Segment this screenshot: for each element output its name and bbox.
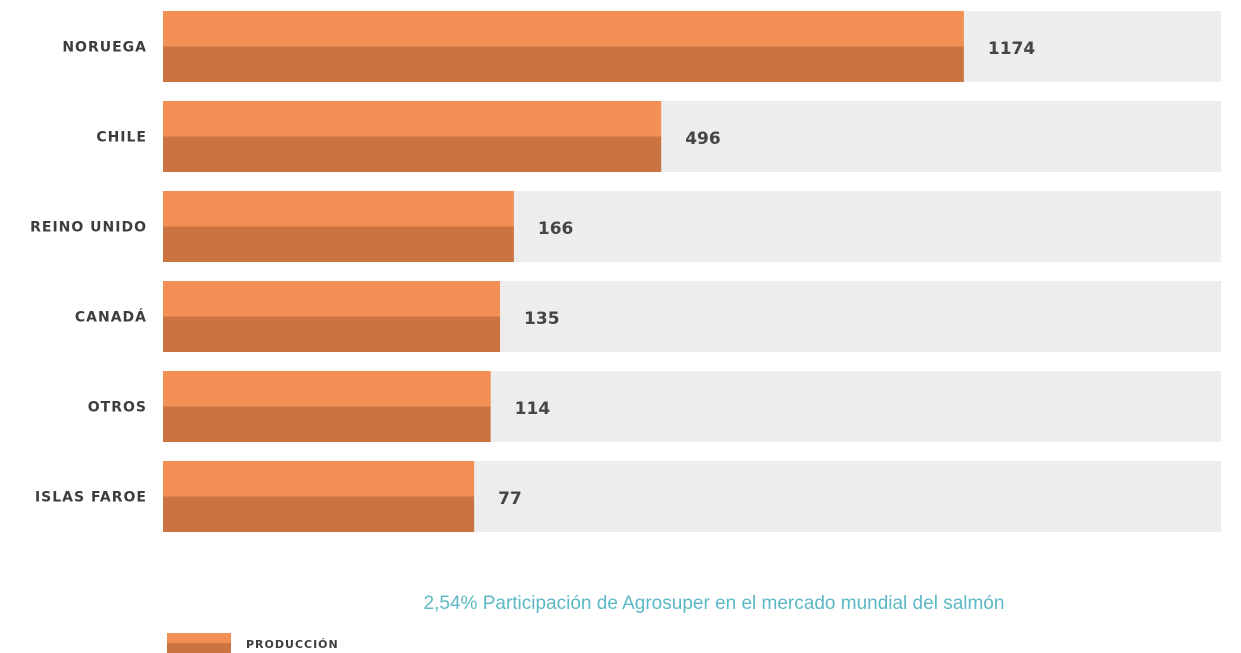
bar: [163, 101, 662, 172]
value-label: 135: [524, 309, 560, 329]
legend-label: PRODUCCIÓN: [246, 638, 339, 651]
value-label: 166: [538, 219, 574, 239]
value-label: 496: [685, 129, 721, 149]
bar: [163, 461, 475, 532]
category-label: CANADÁ: [75, 309, 147, 326]
legend-swatch-bottom: [167, 643, 231, 653]
category-label: OTROS: [88, 400, 147, 416]
bar: [163, 281, 501, 352]
subtitle: 2,54% Participación de Agrosuper en el m…: [424, 593, 1005, 614]
category-label: REINO UNIDO: [30, 220, 147, 236]
category-label: ISLAS FAROE: [35, 490, 147, 506]
value-label: 77: [498, 489, 522, 509]
category-label: NORUEGA: [62, 40, 147, 56]
legend-swatch-top: [167, 633, 231, 643]
bar: [163, 191, 514, 262]
value-label: 1174: [988, 39, 1035, 59]
category-label: CHILE: [96, 130, 147, 146]
value-label: 114: [515, 399, 551, 419]
bar: [163, 11, 964, 82]
bar: [163, 371, 491, 442]
